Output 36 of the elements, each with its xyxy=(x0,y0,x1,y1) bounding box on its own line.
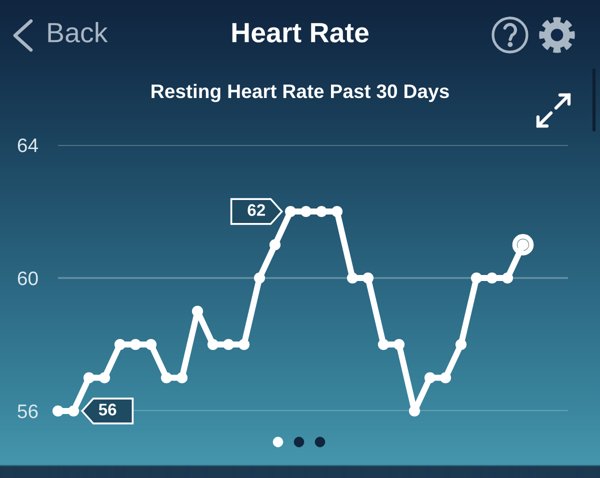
point xyxy=(455,338,467,350)
point xyxy=(378,338,390,350)
point xyxy=(145,338,157,350)
point xyxy=(114,338,126,350)
point xyxy=(393,338,405,350)
y-tick-label: 56 xyxy=(18,404,38,418)
point xyxy=(316,206,328,218)
point xyxy=(346,272,358,284)
point xyxy=(238,338,250,350)
point xyxy=(130,338,142,350)
point xyxy=(68,405,80,417)
point xyxy=(207,338,219,350)
point xyxy=(83,372,95,384)
point xyxy=(486,272,498,284)
point xyxy=(222,338,234,350)
chart-subtitle: Resting Heart Rate Past 30 Days xyxy=(152,84,449,102)
point xyxy=(362,272,374,284)
point xyxy=(52,405,64,417)
chart-title: Heart Rate xyxy=(232,23,369,42)
point xyxy=(254,272,266,284)
point xyxy=(269,239,281,250)
y-tick-label: 60 xyxy=(18,271,38,286)
point xyxy=(98,372,110,384)
text: Back xyxy=(48,22,108,42)
point xyxy=(424,372,436,384)
point xyxy=(331,206,343,218)
point xyxy=(300,206,312,218)
point xyxy=(160,372,172,384)
point xyxy=(502,272,514,284)
y-tick-label: 64 xyxy=(18,138,38,152)
point xyxy=(176,372,188,384)
data-label: 62 xyxy=(248,204,266,216)
data-label: 56 xyxy=(98,404,116,416)
point xyxy=(470,272,482,284)
point xyxy=(440,372,452,384)
point xyxy=(284,206,296,218)
